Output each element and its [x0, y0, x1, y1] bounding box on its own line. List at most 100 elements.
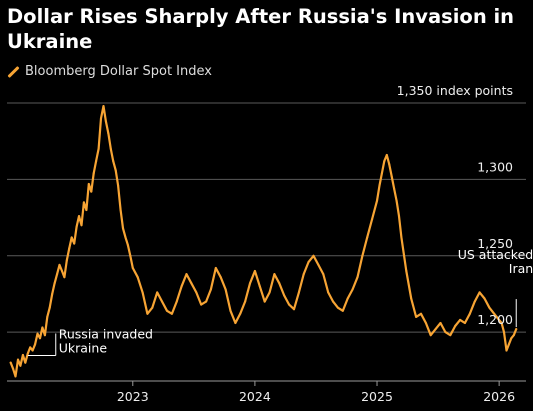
- data-point: [371, 218, 374, 221]
- data-point: [46, 315, 49, 318]
- data-point: [244, 300, 247, 303]
- data-point: [117, 184, 120, 187]
- series-line-0: [9, 104, 518, 378]
- data-point: [410, 297, 413, 300]
- data-point: [114, 169, 117, 172]
- data-point: [90, 190, 93, 193]
- data-point: [53, 282, 56, 285]
- data-point: [515, 328, 518, 331]
- data-point: [434, 328, 437, 331]
- data-point: [75, 225, 78, 228]
- data-point: [385, 153, 388, 156]
- chart-title: Dollar Rises Sharply After Russia's Inva…: [7, 5, 515, 53]
- data-point: [87, 182, 90, 185]
- data-point: [151, 306, 154, 309]
- data-point: [19, 364, 22, 367]
- data-point: [361, 254, 364, 257]
- data-point: [366, 236, 369, 239]
- data-point: [136, 276, 139, 279]
- data-point: [92, 172, 95, 175]
- data-point: [65, 259, 68, 262]
- data-point: [341, 309, 344, 312]
- data-point: [483, 297, 486, 300]
- data-point: [16, 358, 19, 361]
- data-point: [488, 306, 491, 309]
- data-point: [378, 184, 381, 187]
- y-tick-label-0: 1,350 index points: [397, 83, 513, 98]
- data-point: [356, 276, 359, 279]
- data-point: [95, 160, 98, 163]
- data-point: [78, 215, 81, 218]
- data-point: [119, 208, 122, 211]
- data-point: [288, 303, 291, 306]
- data-point: [459, 318, 462, 321]
- data-point: [195, 291, 198, 294]
- data-point: [156, 291, 159, 294]
- legend-label: Bloomberg Dollar Spot Index: [25, 64, 212, 79]
- data-point: [239, 312, 242, 315]
- data-point: [307, 260, 310, 263]
- data-point: [510, 337, 513, 340]
- data-point: [468, 312, 471, 315]
- data-point: [112, 160, 115, 163]
- data-point: [56, 273, 59, 276]
- data-point: [503, 331, 506, 334]
- data-point: [400, 236, 403, 239]
- data-point: [60, 270, 63, 273]
- data-point: [405, 270, 408, 273]
- data-point: [219, 276, 222, 279]
- data-point: [419, 312, 422, 315]
- data-point: [73, 242, 76, 245]
- data-point: [146, 312, 149, 315]
- annotation-label-0-0: Russia invaded: [59, 327, 153, 342]
- data-point: [454, 325, 457, 328]
- data-point: [175, 300, 178, 303]
- data-point: [141, 291, 144, 294]
- data-point: [351, 288, 354, 291]
- data-point: [278, 282, 281, 285]
- data-point: [498, 318, 501, 321]
- data-point: [322, 273, 325, 276]
- data-point: [122, 227, 125, 230]
- legend: Bloomberg Dollar Spot Index: [7, 64, 212, 79]
- data-point: [190, 282, 193, 285]
- data-point: [390, 175, 393, 178]
- data-point: [473, 300, 476, 303]
- data-point: [493, 312, 496, 315]
- data-point: [104, 120, 107, 123]
- data-point: [507, 343, 510, 346]
- data-point: [297, 291, 300, 294]
- data-point: [80, 224, 83, 227]
- data-point: [463, 321, 466, 324]
- data-point: [102, 105, 105, 108]
- data-point: [249, 282, 252, 285]
- data-point: [376, 199, 379, 202]
- data-point: [229, 309, 232, 312]
- annotation-label-1-0: US attacked: [458, 247, 533, 262]
- data-point: [38, 337, 41, 340]
- x-tick-label-2: 2025: [361, 389, 393, 404]
- data-point: [165, 309, 168, 312]
- data-point: [131, 266, 134, 269]
- data-point: [258, 285, 261, 288]
- data-point: [51, 292, 54, 295]
- data-point: [336, 306, 339, 309]
- data-point: [444, 331, 447, 334]
- data-point: [292, 308, 295, 311]
- data-point: [12, 367, 15, 370]
- data-point: [82, 201, 85, 204]
- data-point: [85, 208, 88, 211]
- annotation-label-0-1: Ukraine: [59, 341, 108, 356]
- data-point: [312, 254, 315, 257]
- data-point: [317, 263, 320, 266]
- data-point: [327, 291, 330, 294]
- data-point: [161, 300, 164, 303]
- data-point: [129, 254, 132, 257]
- data-point: [26, 352, 29, 355]
- data-point: [424, 321, 427, 324]
- data-point: [273, 273, 276, 276]
- x-tick-label-0: 2023: [117, 389, 149, 404]
- data-point: [234, 321, 237, 324]
- data-point: [505, 349, 508, 352]
